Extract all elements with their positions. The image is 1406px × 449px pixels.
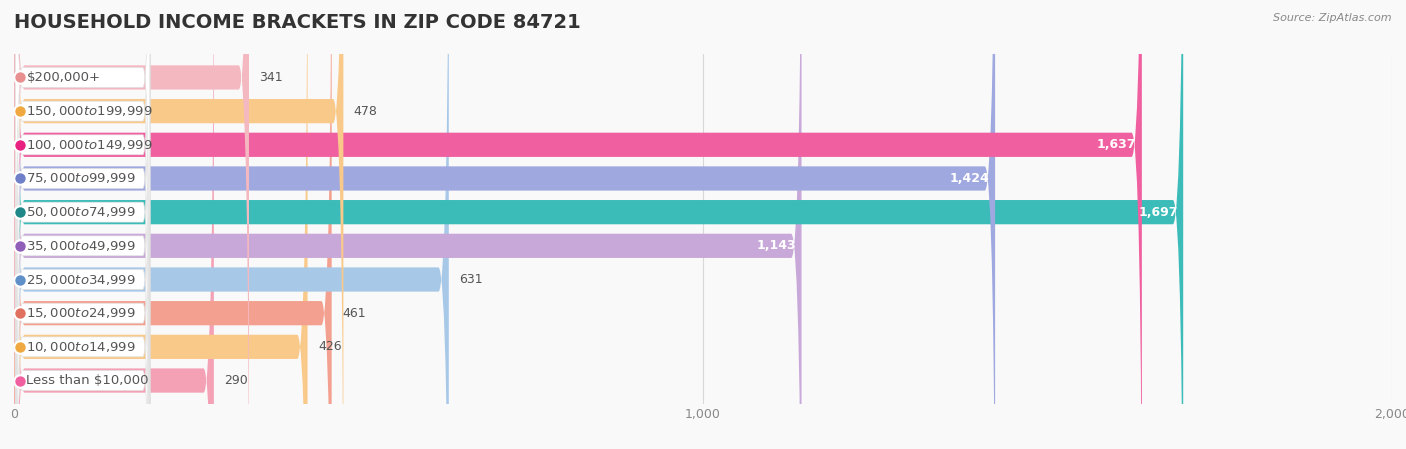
FancyBboxPatch shape bbox=[14, 0, 995, 449]
FancyBboxPatch shape bbox=[15, 0, 150, 449]
FancyBboxPatch shape bbox=[15, 20, 150, 449]
FancyBboxPatch shape bbox=[14, 0, 249, 449]
Text: $10,000 to $14,999: $10,000 to $14,999 bbox=[27, 340, 136, 354]
Text: $50,000 to $74,999: $50,000 to $74,999 bbox=[27, 205, 136, 219]
FancyBboxPatch shape bbox=[14, 0, 214, 449]
Text: $35,000 to $49,999: $35,000 to $49,999 bbox=[27, 239, 136, 253]
Text: 1,637: 1,637 bbox=[1097, 138, 1136, 151]
Text: 478: 478 bbox=[354, 105, 378, 118]
FancyBboxPatch shape bbox=[14, 0, 449, 449]
Text: 1,697: 1,697 bbox=[1139, 206, 1178, 219]
Text: 1,424: 1,424 bbox=[950, 172, 990, 185]
Text: 631: 631 bbox=[460, 273, 482, 286]
Text: HOUSEHOLD INCOME BRACKETS IN ZIP CODE 84721: HOUSEHOLD INCOME BRACKETS IN ZIP CODE 84… bbox=[14, 13, 581, 32]
Text: 1,143: 1,143 bbox=[756, 239, 796, 252]
Text: 461: 461 bbox=[342, 307, 366, 320]
Text: $100,000 to $149,999: $100,000 to $149,999 bbox=[27, 138, 153, 152]
FancyBboxPatch shape bbox=[14, 0, 1184, 449]
Text: $15,000 to $24,999: $15,000 to $24,999 bbox=[27, 306, 136, 320]
Text: $200,000+: $200,000+ bbox=[27, 71, 100, 84]
FancyBboxPatch shape bbox=[14, 0, 343, 449]
Text: $75,000 to $99,999: $75,000 to $99,999 bbox=[27, 172, 136, 185]
FancyBboxPatch shape bbox=[14, 0, 1142, 449]
Text: $150,000 to $199,999: $150,000 to $199,999 bbox=[27, 104, 153, 118]
Text: 341: 341 bbox=[259, 71, 283, 84]
FancyBboxPatch shape bbox=[15, 0, 150, 438]
Text: Source: ZipAtlas.com: Source: ZipAtlas.com bbox=[1274, 13, 1392, 23]
FancyBboxPatch shape bbox=[15, 0, 150, 449]
Text: 426: 426 bbox=[318, 340, 342, 353]
FancyBboxPatch shape bbox=[15, 0, 150, 404]
FancyBboxPatch shape bbox=[14, 0, 801, 449]
FancyBboxPatch shape bbox=[15, 0, 150, 449]
FancyBboxPatch shape bbox=[15, 0, 150, 449]
FancyBboxPatch shape bbox=[14, 0, 332, 449]
Text: Less than $10,000: Less than $10,000 bbox=[27, 374, 149, 387]
FancyBboxPatch shape bbox=[15, 0, 150, 449]
FancyBboxPatch shape bbox=[15, 54, 150, 449]
Text: 290: 290 bbox=[224, 374, 247, 387]
FancyBboxPatch shape bbox=[14, 0, 308, 449]
Text: $25,000 to $34,999: $25,000 to $34,999 bbox=[27, 273, 136, 286]
FancyBboxPatch shape bbox=[15, 0, 150, 449]
